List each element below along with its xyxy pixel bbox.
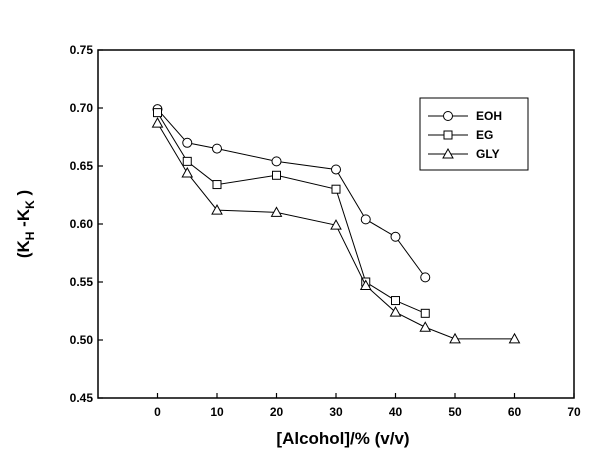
- x-axis-label: [Alcohol]/% (v/v): [276, 429, 409, 448]
- legend-eoh-label: EOH: [476, 109, 502, 123]
- series-eoh-point: [390, 231, 401, 242]
- series-eoh-point: [212, 143, 222, 154]
- x-tick-label: 30: [329, 405, 343, 419]
- x-tick-label: 40: [389, 405, 403, 419]
- x-tick-label: 70: [567, 405, 581, 419]
- series-eoh-point: [182, 137, 193, 148]
- series-gly: [151, 117, 521, 344]
- series-gly-point: [419, 321, 432, 332]
- series-gly-point: [389, 306, 402, 317]
- series-eoh-point: [360, 214, 371, 225]
- y-tick-label: 0.50: [70, 333, 94, 347]
- legend-eg-point: [443, 130, 453, 140]
- series-eg-point: [272, 170, 281, 180]
- series-eg-point: [212, 180, 222, 190]
- legend: EOH EG GLY: [419, 97, 529, 171]
- y-tick-label: 0.70: [70, 101, 94, 115]
- series-layer: [151, 104, 521, 344]
- y-axis-label: (KH -KK ): [14, 190, 37, 258]
- series-gly-point: [508, 332, 521, 344]
- legend-gly-point: [442, 147, 454, 159]
- series-eoh-line: [157, 108, 426, 278]
- y-tick-label: 0.75: [70, 43, 94, 57]
- series-eg-point: [391, 296, 400, 306]
- y-tick-label: 0.45: [70, 391, 94, 405]
- legend-box: [419, 97, 529, 171]
- series-eg-point: [153, 108, 162, 118]
- series-gly-point: [151, 117, 164, 128]
- x-axis-ticks: 0 10 20 30 40 50 60 70: [154, 393, 581, 419]
- series-eoh: [152, 104, 431, 283]
- series-gly-point: [359, 279, 372, 290]
- series-gly-line: [157, 122, 515, 340]
- x-tick-label: 20: [270, 405, 284, 419]
- x-tick-label: 60: [508, 405, 522, 419]
- series-eoh-point: [331, 164, 341, 175]
- series-eg-line: [157, 112, 426, 314]
- series-gly-point: [330, 219, 342, 230]
- legend-gly-label: GLY: [476, 147, 500, 161]
- y-tick-label: 0.65: [70, 159, 94, 173]
- legend-eg-label: EG: [476, 128, 493, 142]
- series-eg: [153, 108, 430, 318]
- series-gly-point: [211, 204, 223, 215]
- y-tick-label: 0.60: [70, 217, 94, 231]
- series-eoh-point: [420, 272, 431, 283]
- series-eg-point: [420, 308, 430, 318]
- series-eg-point: [182, 156, 192, 166]
- series-eg-point: [331, 184, 341, 194]
- series-gly-point: [449, 332, 461, 344]
- x-tick-label: 50: [448, 405, 462, 419]
- x-tick-label: 10: [210, 405, 224, 419]
- y-axis-ticks: 0.45 0.50 0.55 0.60 0.65 0.70 0.75: [70, 43, 103, 405]
- x-tick-label: 0: [154, 405, 161, 419]
- series-gly-point: [270, 206, 283, 217]
- series-gly-point: [181, 166, 194, 178]
- series-eoh-point: [271, 156, 282, 167]
- legend-eoh-point: [443, 111, 453, 121]
- y-tick-label: 0.55: [70, 275, 94, 289]
